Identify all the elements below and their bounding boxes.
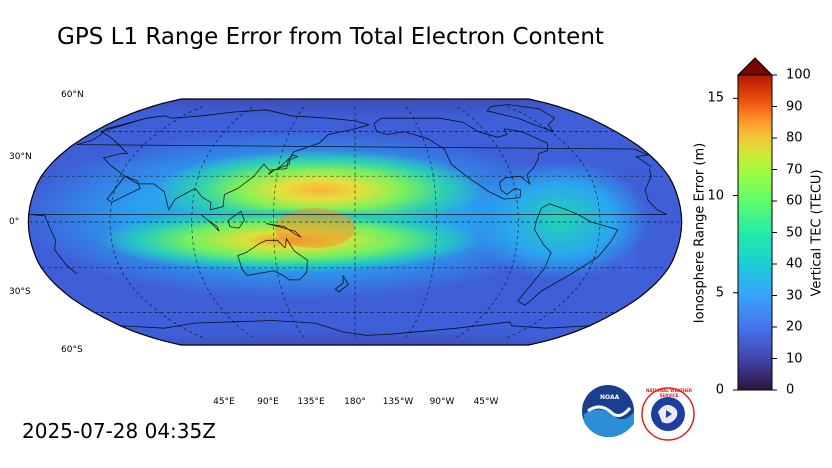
- lon-label-45e: 45°E: [213, 397, 235, 407]
- colorbar-left-tick-label: 15: [707, 90, 724, 106]
- colorbar-right-tick-label: 0: [786, 382, 795, 398]
- graticule: [29, 106, 679, 338]
- lon-label-90e: 90°E: [257, 397, 279, 407]
- new-zealand: [334, 275, 349, 293]
- agency-logos: NOAA NATIONAL WEATHER SERVICE: [580, 384, 700, 442]
- australia: [237, 237, 308, 281]
- coastlines: [29, 104, 667, 336]
- noaa-logo-text: NOAA: [600, 394, 620, 401]
- meridian-line: [191, 106, 254, 338]
- sumatra: [200, 214, 220, 232]
- japan: [267, 154, 299, 176]
- lon-label-135w: 135°W: [382, 397, 414, 407]
- colorbar-right-tick-label: 90: [786, 99, 803, 114]
- colorbar-left-tick-label: 0: [715, 382, 724, 398]
- colorbar-right-label: Vertical TEC (TECU): [809, 169, 825, 297]
- tec-map: [27, 98, 683, 346]
- globe-outline: [27, 98, 683, 346]
- timestamp: 2025-07-28 04:35Z: [22, 419, 216, 443]
- new-guinea: [266, 223, 302, 238]
- africa-west-edge: [29, 168, 667, 275]
- colorbar-right-tick-label: 100: [786, 67, 811, 83]
- meridian-line: [109, 106, 203, 338]
- lon-label-180: 180°: [344, 397, 366, 407]
- colorbar-gradient: [737, 74, 773, 391]
- meridian-line: [405, 106, 438, 338]
- colorbar-left-tick-label: 5: [715, 285, 724, 301]
- s-america: [517, 203, 619, 306]
- lat-label-30s: 30°S: [9, 287, 31, 297]
- chart-title: GPS L1 Range Error from Total Electron C…: [57, 24, 604, 50]
- colorbar-extend-arrow: [736, 57, 774, 76]
- meridian-line: [272, 106, 305, 338]
- colorbar-right-tick-label: 40: [786, 256, 803, 272]
- lat-label-60n: 60°N: [61, 90, 84, 100]
- antarctica: [120, 320, 590, 336]
- colorbar-right-tick-label: 50: [786, 225, 803, 240]
- greenland: [486, 104, 556, 132]
- colorbar-right-tick-label: 10: [786, 351, 803, 366]
- meridian-line: [456, 106, 519, 338]
- colorbar-right-tick-label: 80: [786, 130, 803, 146]
- colorbar-right-tick-label: 70: [786, 162, 803, 177]
- colorbar-left-tick-label: 10: [707, 188, 724, 204]
- meridian-line: [507, 106, 601, 338]
- colorbar-right-tick-label: 60: [786, 193, 803, 209]
- colorbar-left-label: Ionosphere Range Error (m): [692, 142, 708, 324]
- nws-logo: [641, 387, 695, 441]
- nws-logo-text: NATIONAL WEATHER SERVICE: [646, 388, 692, 398]
- noaa-logo: [582, 385, 634, 438]
- lon-label-135e: 135°E: [297, 397, 325, 407]
- borneo: [227, 210, 245, 229]
- lon-label-45w: 45°W: [473, 397, 499, 407]
- lat-label-0: 0°: [9, 217, 20, 227]
- asia-coast: [100, 109, 371, 211]
- lat-label-30n: 30°N: [9, 152, 32, 162]
- lat-label-60s: 60°S: [61, 345, 83, 355]
- europe-west: [76, 117, 652, 168]
- n-america: [373, 117, 549, 200]
- colorbar-right-tick-label: 20: [786, 319, 803, 335]
- colorbar-right-tick-label: 30: [786, 288, 803, 303]
- lon-label-90w: 90°W: [429, 397, 455, 407]
